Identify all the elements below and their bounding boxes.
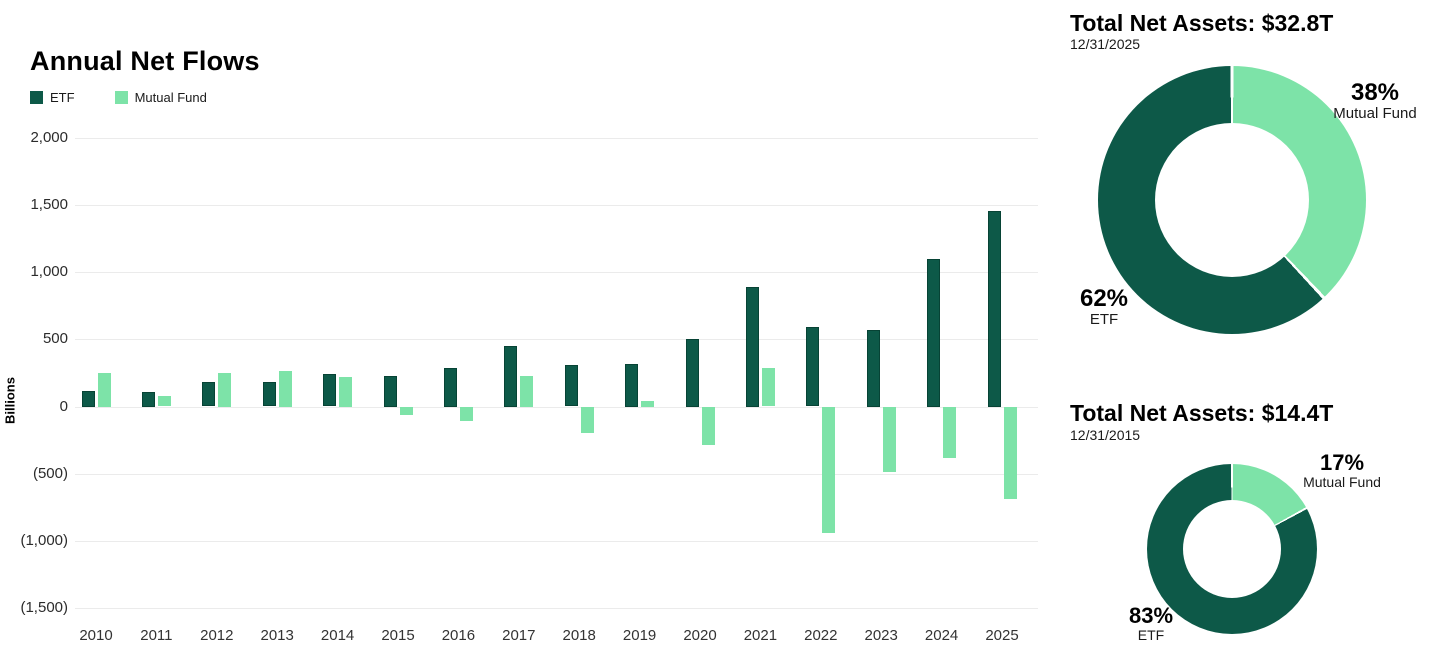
gridline [75,608,1038,609]
etf-name: ETF [1089,311,1119,329]
legend-label: ETF [50,90,75,105]
net-assets-2015-donut [1147,464,1317,634]
x-tick-label: 2013 [260,627,294,644]
x-tick-label: 2010 [79,627,113,644]
x-tick-label: 2016 [441,627,476,644]
x-tick-label: 2024 [924,627,959,644]
bar-etf-2016 [443,368,457,407]
callout-2015-etf: 83% ETF [1112,603,1190,644]
bar-etf-2014 [323,374,337,407]
x-tick-label: 2017 [502,627,536,644]
x-tick-label: 2025 [985,627,1019,644]
bar-etf-2011 [141,391,155,407]
net-assets-2025-date: 12/31/2025 [1070,36,1141,52]
gridline [75,406,1038,408]
legend-label: Mutual Fund [134,90,207,105]
bar-etf-2015 [383,375,397,407]
bar-etf-2024 [927,258,941,407]
bar-mutual-fund-2016 [459,406,473,421]
y-tick-label: 500 [42,330,68,348]
legend-swatch-icon [30,91,43,104]
x-tick-label: 2022 [804,627,838,644]
x-tick-label: 2020 [683,627,717,644]
donut-hole [1183,500,1281,598]
y-tick-label: (500) [32,464,68,482]
gridline [75,540,1038,542]
callout-2025-etf: 62% ETF [1068,285,1140,329]
bar-mutual-fund-2019 [641,400,655,407]
callout-2015-mutual-fund: 17% Mutual Fund [1288,450,1396,491]
y-tick-label: 1,500 [30,196,68,214]
gridline [75,473,1038,475]
bar-mutual-fund-2010 [97,373,111,407]
x-tick-label: 2023 [864,627,898,644]
y-tick-label: 0 [59,397,68,415]
bar-etf-2022 [806,327,820,407]
bar-etf-2021 [745,287,759,407]
bar-mutual-fund-2014 [339,377,353,407]
mutual-fund-pct: 17% [1319,450,1365,475]
y-tick-label: (1,000) [20,531,68,549]
bar-mutual-fund-2023 [882,406,896,473]
x-tick-label: 2018 [562,627,596,644]
net-assets-2025-donut [1098,66,1366,334]
legend-item-mutual-fund: Mutual Fund [114,90,207,105]
mutual-fund-name: Mutual Fund [1303,474,1381,491]
x-tick-label: 2021 [743,627,778,644]
x-tick-label: 2019 [622,627,657,644]
bar-etf-2025 [987,211,1001,407]
callout-2025-mutual-fund: 38% Mutual Fund [1310,79,1440,123]
x-tick-label: 2011 [140,627,173,644]
x-tick-label: 2012 [200,627,234,644]
legend-item-etf: ETF [30,90,75,105]
bar-etf-2017 [504,345,518,407]
x-tick-label: 2015 [381,627,415,644]
gridline [75,138,1038,139]
bar-mutual-fund-2012 [218,373,232,407]
bar-etf-2018 [564,364,578,407]
bar-etf-2019 [625,363,639,407]
y-tick-label: 2,000 [30,129,68,146]
chart-legend: ETF Mutual Fund [30,90,247,105]
chart-title: Annual Net Flows [30,46,260,76]
bar-mutual-fund-2017 [520,375,534,407]
bar-mutual-fund-2015 [399,406,413,415]
bar-etf-2010 [81,390,95,407]
gridline [75,339,1038,341]
net-assets-2015-title: Total Net Assets: $14.4T [1070,400,1334,426]
bar-mutual-fund-2020 [701,406,715,446]
bar-etf-2013 [262,381,276,407]
x-tick-label: 2014 [320,627,355,644]
y-tick-label: 1,000 [30,263,68,281]
net-assets-2015-date: 12/31/2015 [1070,427,1141,443]
etf-pct: 62% [1079,285,1129,312]
net-assets-2025-title: Total Net Assets: $32.8T [1070,10,1334,36]
etf-pct: 83% [1128,603,1174,628]
gridline [75,272,1038,274]
bar-mutual-fund-2013 [278,371,292,407]
bar-mutual-fund-2021 [761,367,775,407]
bar-mutual-fund-2022 [822,406,836,533]
bar-mutual-fund-2025 [1003,406,1017,500]
y-tick-label: (1,500) [20,599,68,616]
bar-mutual-fund-2018 [580,406,594,433]
bar-mutual-fund-2011 [157,395,171,407]
mutual-fund-name: Mutual Fund [1333,105,1417,123]
mutual-fund-pct: 38% [1350,79,1400,106]
bar-mutual-fund-2024 [943,406,957,459]
gridline [75,205,1038,207]
bar-etf-2023 [866,330,880,407]
donut-hole [1155,123,1309,277]
legend-swatch-icon [114,91,128,104]
bar-etf-2020 [685,338,699,407]
bar-etf-2012 [202,381,216,407]
etf-name: ETF [1137,627,1165,644]
